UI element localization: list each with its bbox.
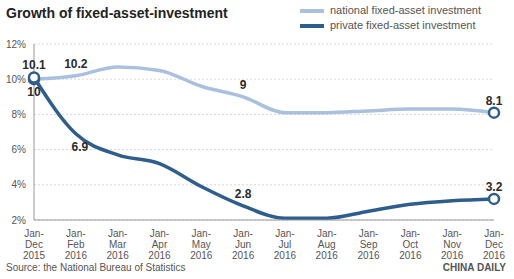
svg-text:4%: 4% [12,179,27,190]
svg-text:Jan-Feb2016: Jan-Feb2016 [65,228,88,261]
html-text:CHINA DAILY: CHINA DAILY [442,262,506,273]
svg-text:Jan-Nov2016: Jan-Nov2016 [441,228,464,261]
svg-text:10.2: 10.2 [64,57,88,71]
svg-text:9: 9 [240,78,247,92]
svg-text:Jan-Jun2016: Jan-Jun2016 [232,228,255,261]
html-text:national fixed-asset investmen: national fixed-asset investment [330,4,481,16]
html-text:Source: the National Bureau of: Source: the National Bureau of Statistic… [6,262,186,273]
svg-text:12%: 12% [8,39,26,50]
svg-text:8%: 8% [12,109,27,120]
svg-text:6.9: 6.9 [71,140,88,154]
svg-text:Jan-Apr2016: Jan-Apr2016 [148,228,171,261]
svg-text:Jan-Dec2015: Jan-Dec2015 [23,228,46,261]
svg-text:8.1: 8.1 [486,94,503,108]
svg-text:Jan-Sep2016: Jan-Sep2016 [357,228,380,261]
html-text:private fixed-asset investment: private fixed-asset investment [330,19,476,31]
svg-text:2%: 2% [12,215,27,226]
svg-text:Jan-Jul2016: Jan-Jul2016 [274,228,297,261]
svg-text:2.8: 2.8 [235,187,252,201]
svg-text:Jan-May2016: Jan-May2016 [190,228,213,261]
svg-text:Jan-Dec2016: Jan-Dec2016 [483,228,506,261]
svg-text:3.2: 3.2 [486,180,503,194]
svg-text:Jan-Mar2016: Jan-Mar2016 [107,228,130,261]
svg-text:10.1: 10.1 [22,58,46,72]
svg-text:10%: 10% [8,74,26,85]
svg-text:6%: 6% [12,144,27,155]
svg-text:Jan-Oct2016: Jan-Oct2016 [399,228,422,261]
html-text:Growth of fixed-asset-investme: Growth of fixed-asset-investment [6,5,228,21]
svg-text:Jan-Aug2016: Jan-Aug2016 [316,228,339,261]
svg-text:10: 10 [27,85,41,99]
